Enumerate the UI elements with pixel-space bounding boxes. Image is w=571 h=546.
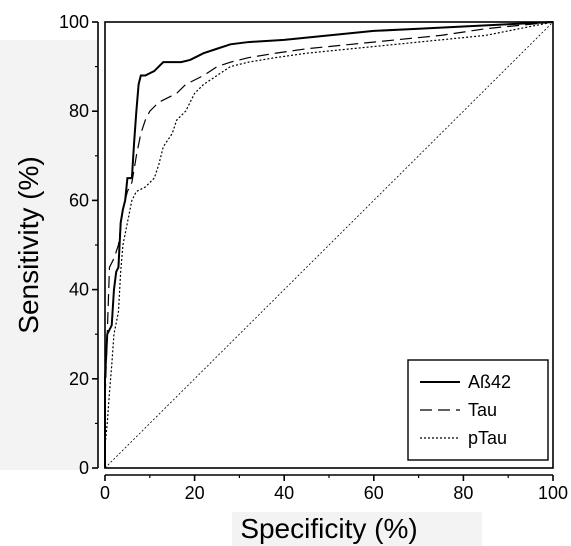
y-axis-title: Sensitivity (%) <box>13 156 44 333</box>
x-tick-label: 100 <box>538 483 568 503</box>
series-line-2 <box>104 21 554 468</box>
legend-label-2: Tau <box>468 400 497 420</box>
x-tick-label: 0 <box>100 483 110 503</box>
plot-frame <box>104 21 554 469</box>
y-tick-label: 40 <box>69 280 89 300</box>
y-tick-label: 100 <box>59 12 89 32</box>
series-line-3 <box>104 21 554 468</box>
axes: 0 20 40 60 80 100 0 20 40 60 80 100 <box>59 12 568 503</box>
x-tick-label: 40 <box>274 483 294 503</box>
ylabel-backdrop <box>0 40 98 470</box>
legend: Aß42 Tau pTau <box>407 359 549 461</box>
series-line-1 <box>104 21 554 468</box>
legend-label-1: Aß42 <box>468 372 511 392</box>
y-tick-label: 0 <box>79 458 89 478</box>
x-tick-label: 60 <box>364 483 384 503</box>
x-tick-label: 80 <box>453 483 473 503</box>
y-tick-label: 80 <box>69 101 89 121</box>
xlabel-backdrop <box>232 512 482 546</box>
y-tick-label: 20 <box>69 369 89 389</box>
legend-label-3: pTau <box>468 428 507 448</box>
reference-diagonal <box>104 21 554 469</box>
x-axis-title: Specificity (%) <box>240 513 417 544</box>
plot-area <box>104 21 554 469</box>
x-tick-label: 20 <box>185 483 205 503</box>
y-tick-label: 60 <box>69 190 89 210</box>
